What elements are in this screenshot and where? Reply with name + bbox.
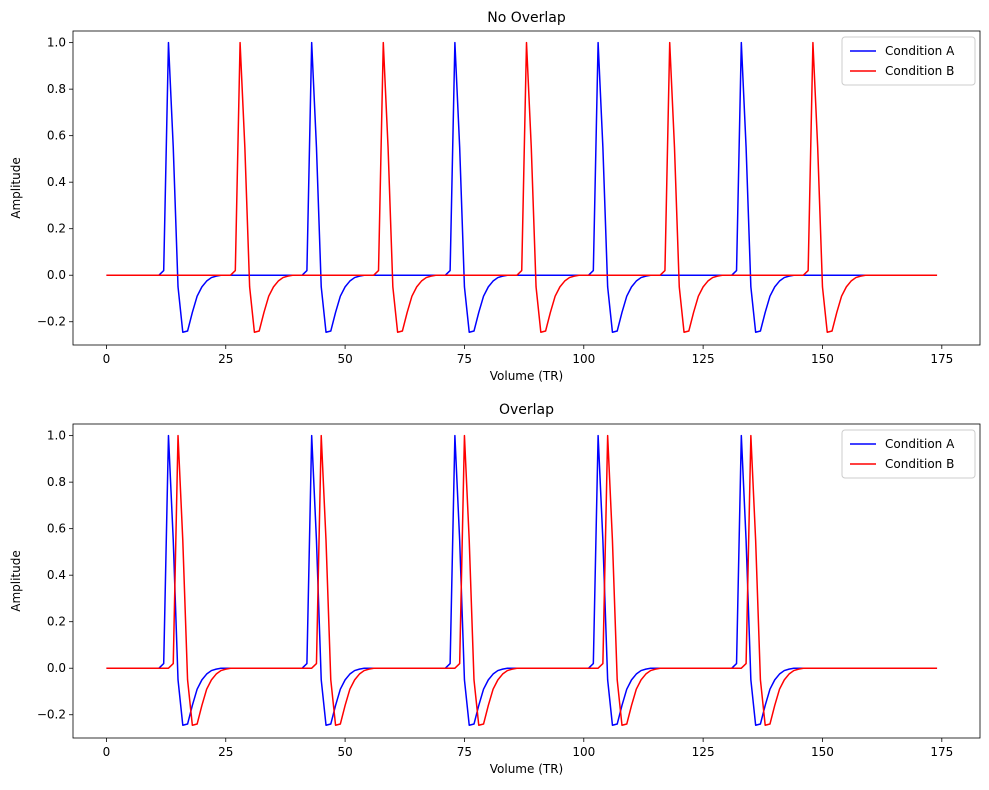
x-tick-label: 75 bbox=[457, 745, 472, 759]
x-tick-label: 50 bbox=[337, 352, 352, 366]
chart-title: No Overlap bbox=[487, 10, 566, 26]
chart-title: Overlap bbox=[499, 402, 554, 418]
legend-box bbox=[841, 36, 976, 86]
legend: Condition A Condition B bbox=[841, 36, 976, 86]
legend-entry: Condition B bbox=[885, 457, 954, 471]
legend-box bbox=[841, 429, 976, 479]
axes-frame bbox=[72, 423, 981, 739]
y-tick-label: 0.0 bbox=[47, 268, 66, 282]
y-tick-label: 0.6 bbox=[47, 129, 66, 143]
y-tick-label: 0.8 bbox=[47, 475, 66, 489]
y-tick-label: 0.6 bbox=[47, 522, 66, 536]
subplot-overlap: Overlap 0 25 50 75 100 125 150 175 −0.2 0.0 0.2 0.4 0… bbox=[9, 402, 981, 776]
y-tick-label: 0.2 bbox=[47, 615, 66, 629]
x-tick-label: 50 bbox=[337, 745, 352, 759]
x-tick-label: 125 bbox=[692, 352, 715, 366]
y-tick-label: 0.4 bbox=[47, 568, 66, 582]
y-tick-label: −0.2 bbox=[37, 708, 66, 722]
y-axis-label: Amplitude bbox=[9, 550, 23, 612]
x-tick-label: 0 bbox=[103, 352, 111, 366]
y-tick-label: 0.2 bbox=[47, 222, 66, 236]
series-line-condition-a bbox=[106, 434, 938, 726]
series-line-condition-b bbox=[106, 41, 938, 333]
y-tick-label: 1.0 bbox=[47, 429, 66, 443]
x-tick-label: 100 bbox=[572, 352, 595, 366]
x-tick-label: 175 bbox=[930, 745, 953, 759]
legend: Condition A Condition B bbox=[841, 429, 976, 479]
y-tick-label: 0.0 bbox=[47, 661, 66, 675]
y-tick-label: −0.2 bbox=[37, 315, 66, 329]
x-tick-label: 25 bbox=[218, 745, 233, 759]
axes-frame bbox=[72, 30, 981, 346]
subplot-no-overlap: No Overlap 0 25 50 75 100 125 150 175 −0.2 0.0 0.2 0… bbox=[9, 10, 981, 383]
y-tick-label: 1.0 bbox=[47, 36, 66, 50]
legend-entry: Condition A bbox=[885, 44, 955, 58]
y-tick-label: 0.8 bbox=[47, 82, 66, 96]
x-axis-label: Volume (TR) bbox=[490, 369, 563, 383]
x-tick-label: 125 bbox=[692, 745, 715, 759]
x-tick-label: 150 bbox=[811, 745, 834, 759]
y-axis-label: Amplitude bbox=[9, 157, 23, 219]
x-tick-label: 25 bbox=[218, 352, 233, 366]
series-line-condition-b bbox=[106, 434, 938, 726]
legend-entry: Condition B bbox=[885, 64, 954, 78]
x-tick-label: 0 bbox=[103, 745, 111, 759]
x-tick-label: 175 bbox=[930, 352, 953, 366]
legend-entry: Condition A bbox=[885, 437, 955, 451]
x-tick-label: 100 bbox=[572, 745, 595, 759]
x-tick-label: 150 bbox=[811, 352, 834, 366]
x-tick-label: 75 bbox=[457, 352, 472, 366]
x-axis-label: Volume (TR) bbox=[490, 762, 563, 776]
y-tick-label: 0.4 bbox=[47, 175, 66, 189]
